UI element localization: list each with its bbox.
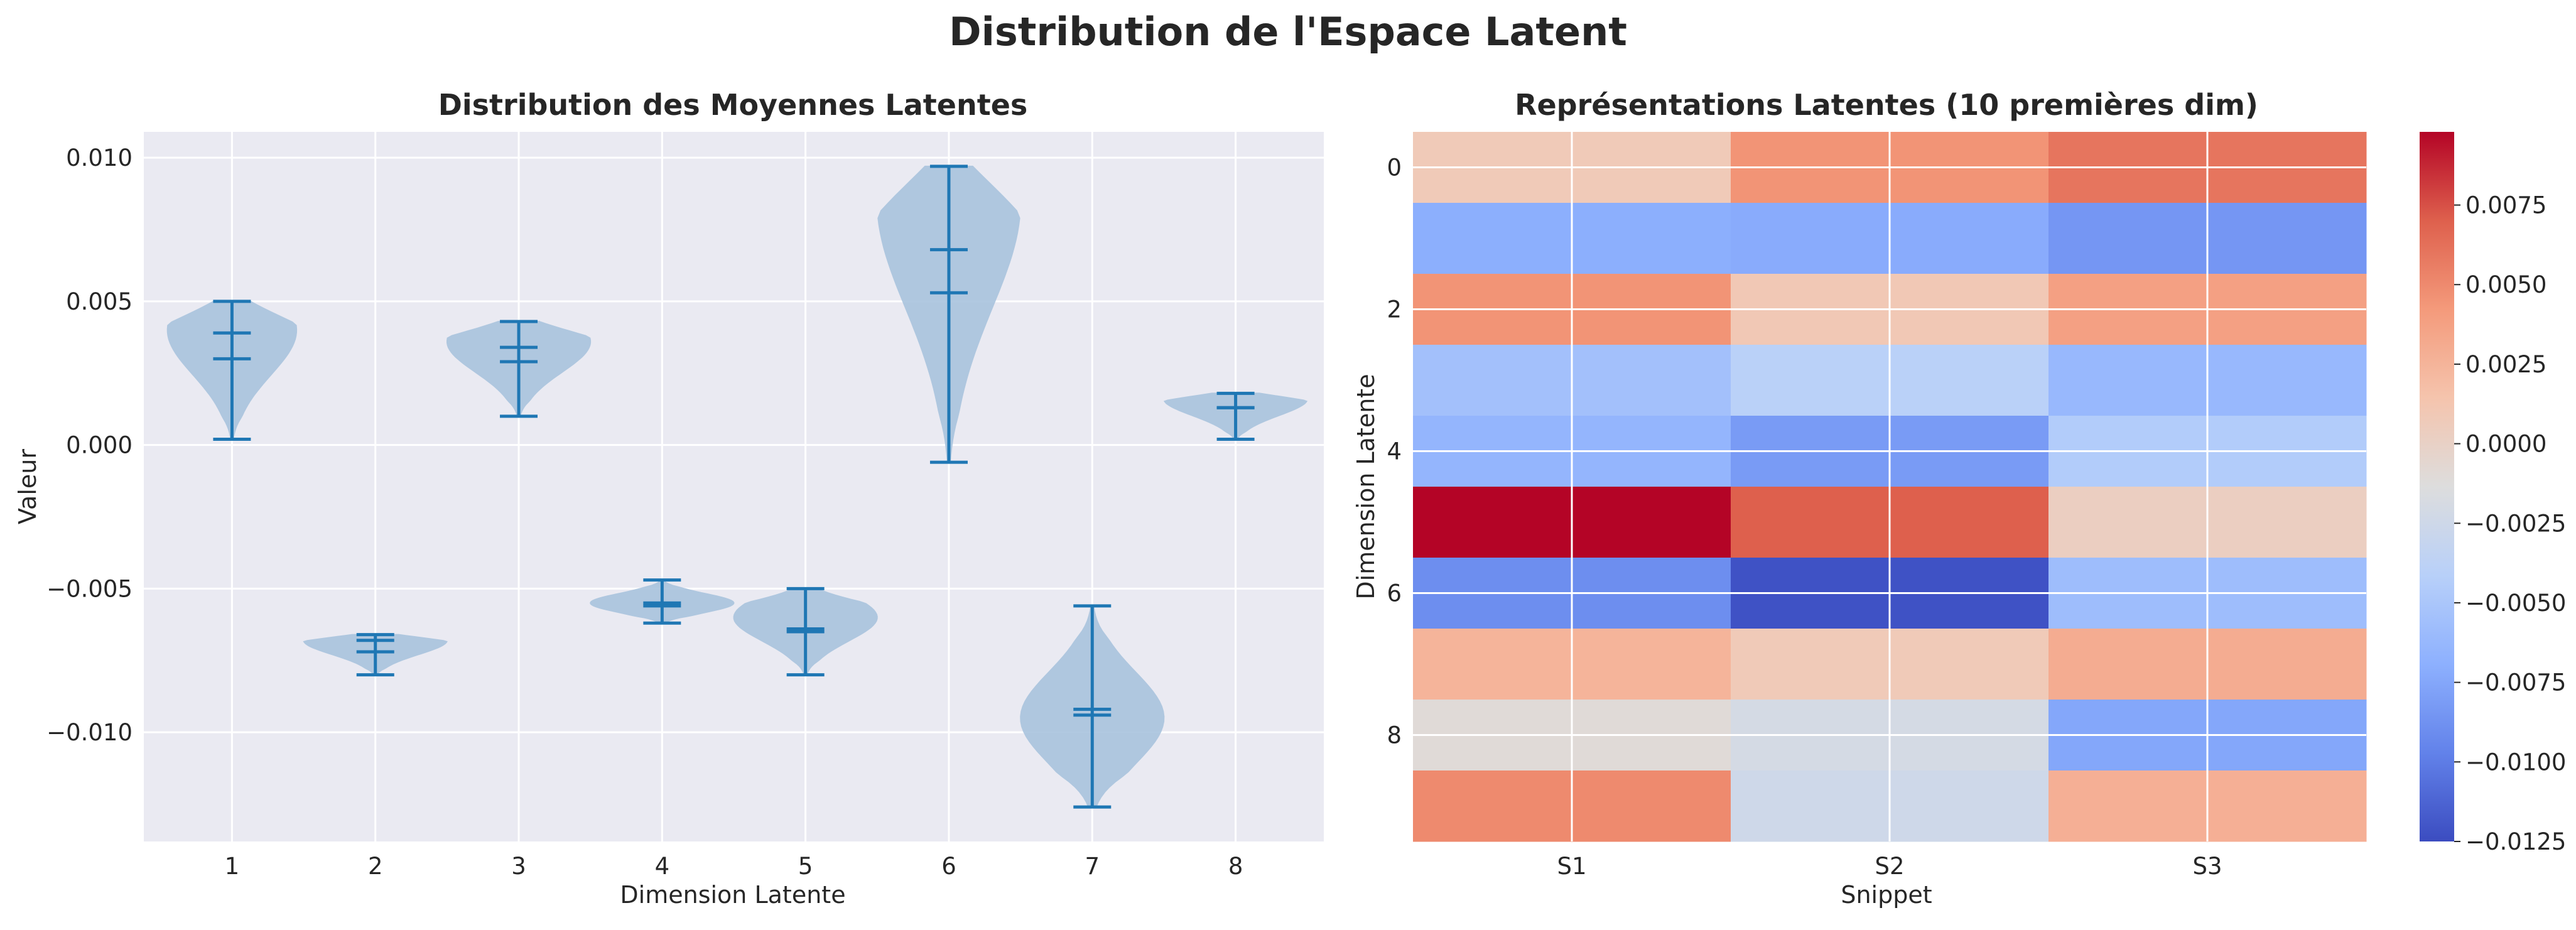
figure-title: Distribution de l'Espace Latent — [949, 9, 1627, 55]
violin — [1020, 604, 1165, 809]
colorbar-tick-label: 0.0025 — [2465, 351, 2546, 378]
colorbar-tick-label: −0.0050 — [2465, 590, 2566, 617]
violin-chart-title: Distribution des Moyennes Latentes — [438, 88, 1028, 122]
heatmap-x-tick-label: S3 — [2192, 853, 2222, 880]
violin-x-ticks: 1 2 3 4 5 6 7 8 — [225, 853, 1243, 880]
colorbar-tick-label: −0.0075 — [2465, 669, 2566, 696]
heatmap-y-axis-label: Dimension Latente — [1352, 374, 1380, 599]
colorbar: 0.0075 0.0050 0.0025 0.0000 −0.0025 −0.0050 −0… — [2420, 132, 2566, 855]
violin-y-tick-label: 0.005 — [66, 288, 133, 315]
heatmap-y-tick-label: 0 — [1387, 154, 1402, 181]
heatmap-chart: Représentations Latentes (10 premières d… — [1352, 88, 2367, 909]
heatmap-x-tick-label: S2 — [1875, 853, 1904, 880]
violin-x-tick-label: 1 — [225, 853, 240, 880]
violin-grid — [144, 132, 1324, 841]
heatmap-x-ticks: S1 S2 S3 — [1557, 853, 2222, 880]
violin-x-tick-label: 3 — [511, 853, 526, 880]
violin — [303, 633, 448, 677]
violin-x-tick-label: 2 — [368, 853, 383, 880]
heatmap-y-ticks: 0 2 4 6 8 — [1387, 154, 1402, 749]
heatmap-x-tick-label: S1 — [1557, 853, 1586, 880]
heatmap-y-tick-label: 8 — [1387, 722, 1402, 749]
violin-chart: Distribution des Moyennes Latentes −0.01… — [14, 88, 1324, 909]
colorbar-tick-label: −0.0025 — [2465, 510, 2566, 537]
heatmap-x-axis-label: Snippet — [1841, 881, 1932, 909]
heatmap-title: Représentations Latentes (10 premières d… — [1515, 88, 2258, 122]
colorbar-gradient — [2420, 132, 2454, 841]
violin — [590, 578, 735, 625]
heatmap-y-tick-label: 4 — [1387, 438, 1402, 465]
violin-y-axis-label: Valeur — [14, 449, 41, 524]
heatmap-y-tick-label: 2 — [1387, 296, 1402, 323]
violin-y-tick-label: 0.000 — [66, 432, 133, 459]
violin-x-tick-label: 7 — [1085, 853, 1100, 880]
colorbar-tick-label: 0.0075 — [2465, 192, 2546, 219]
colorbar-tick-label: 0.0000 — [2465, 431, 2546, 458]
violin-x-tick-label: 5 — [798, 853, 813, 880]
violin-y-tick-label: −0.010 — [46, 719, 133, 746]
violin — [166, 300, 298, 441]
violin — [733, 587, 878, 677]
heatmap-y-tick-label: 6 — [1387, 580, 1402, 607]
violin-x-tick-label: 8 — [1228, 853, 1243, 880]
colorbar-tick-label: −0.0125 — [2465, 828, 2566, 855]
violin-y-tick-label: −0.005 — [46, 575, 133, 602]
violin-x-tick-label: 6 — [941, 853, 956, 880]
heatmap-grid — [1413, 132, 2366, 841]
colorbar-tick-label: 0.0050 — [2465, 271, 2546, 298]
violin-x-axis-label: Dimension Latente — [620, 881, 845, 909]
violin — [446, 320, 592, 418]
colorbar-tick-label: −0.0100 — [2465, 749, 2566, 776]
violin-x-tick-label: 4 — [655, 853, 670, 880]
colorbar-ticks: 0.0075 0.0050 0.0025 0.0000 −0.0025 −0.0050 −0… — [2454, 192, 2566, 855]
violin-y-tick-label: 0.010 — [66, 144, 133, 171]
violin — [1163, 391, 1308, 441]
violin — [877, 165, 1020, 464]
violins — [166, 165, 1308, 809]
violin-y-ticks: −0.010 −0.005 0.000 0.005 0.010 — [46, 144, 133, 746]
